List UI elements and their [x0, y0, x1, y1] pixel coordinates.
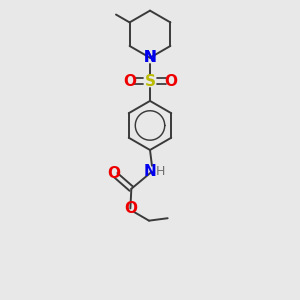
Text: O: O	[108, 166, 121, 181]
Text: S: S	[145, 74, 155, 89]
Text: N: N	[143, 164, 156, 179]
Text: O: O	[123, 74, 136, 89]
Text: O: O	[124, 201, 137, 216]
Text: N: N	[144, 50, 156, 65]
Text: O: O	[164, 74, 177, 89]
Text: N: N	[144, 50, 156, 65]
Text: H: H	[156, 165, 166, 178]
